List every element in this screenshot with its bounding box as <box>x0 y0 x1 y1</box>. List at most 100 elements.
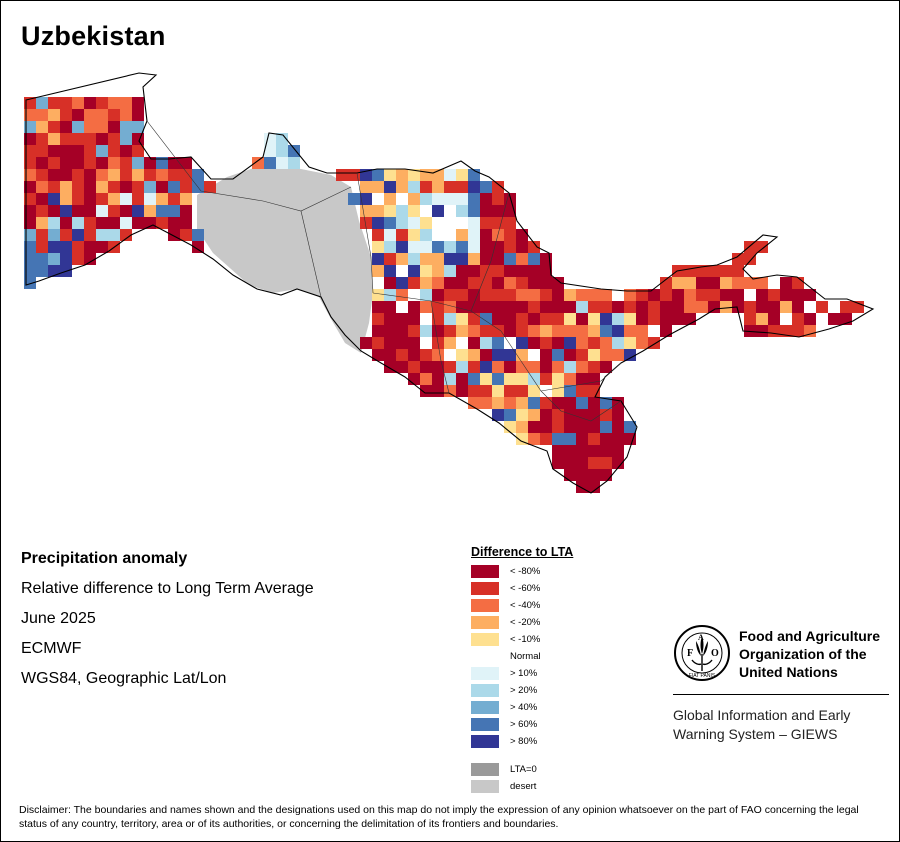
anomaly-cell <box>648 289 660 301</box>
anomaly-cell <box>768 313 780 325</box>
anomaly-cell <box>60 253 72 265</box>
anomaly-cell <box>36 97 48 109</box>
anomaly-cell <box>660 325 672 337</box>
anomaly-cell <box>576 397 588 409</box>
anomaly-cell <box>168 205 180 217</box>
anomaly-cell <box>24 253 36 265</box>
anomaly-cell <box>444 361 456 373</box>
anomaly-cell <box>792 325 804 337</box>
legend-class-swatch <box>471 582 499 595</box>
anomaly-cell <box>444 193 456 205</box>
anomaly-cell <box>48 157 60 169</box>
anomaly-cell <box>444 289 456 301</box>
legend-class-row: < -10% <box>471 632 573 649</box>
anomaly-cell <box>504 313 516 325</box>
anomaly-cell <box>600 337 612 349</box>
anomaly-cell <box>96 205 108 217</box>
anomaly-cell <box>432 253 444 265</box>
anomaly-cell <box>588 325 600 337</box>
anomaly-cell <box>432 349 444 361</box>
anomaly-cell <box>564 301 576 313</box>
anomaly-cell <box>96 157 108 169</box>
anomaly-cell <box>444 301 456 313</box>
anomaly-cell <box>36 181 48 193</box>
anomaly-cell <box>480 337 492 349</box>
anomaly-cell <box>84 205 96 217</box>
anomaly-cell <box>432 385 444 397</box>
anomaly-cell <box>600 397 612 409</box>
anomaly-cell <box>396 181 408 193</box>
anomaly-cell <box>96 181 108 193</box>
anomaly-cell <box>72 109 84 121</box>
anomaly-cell <box>576 433 588 445</box>
anomaly-cell <box>36 253 48 265</box>
anomaly-cell <box>516 349 528 361</box>
anomaly-cell <box>408 181 420 193</box>
anomaly-cell <box>576 325 588 337</box>
legend-class-label: < -80% <box>510 566 541 577</box>
anomaly-cell <box>492 193 504 205</box>
anomaly-cell <box>468 241 480 253</box>
anomaly-cell <box>480 313 492 325</box>
anomaly-cell <box>372 241 384 253</box>
anomaly-cell <box>396 325 408 337</box>
legend-class-row: Normal <box>471 649 573 666</box>
anomaly-cell <box>444 253 456 265</box>
anomaly-cell <box>120 181 132 193</box>
anomaly-cell <box>168 217 180 229</box>
anomaly-cell <box>624 289 636 301</box>
anomaly-cell <box>372 313 384 325</box>
anomaly-cell <box>552 409 564 421</box>
anomaly-cell <box>384 253 396 265</box>
anomaly-cell <box>36 121 48 133</box>
legend-class-label: < -10% <box>510 634 541 645</box>
anomaly-cell <box>612 433 624 445</box>
anomaly-cell <box>564 313 576 325</box>
map-source: ECMWF <box>21 640 82 657</box>
map-projection: WGS84, Geographic Lat/Lon <box>21 670 227 687</box>
anomaly-cell <box>144 217 156 229</box>
anomaly-cell <box>408 373 420 385</box>
anomaly-cell <box>528 337 540 349</box>
anomaly-cell <box>276 145 288 157</box>
anomaly-cell <box>528 301 540 313</box>
anomaly-cell <box>72 205 84 217</box>
anomaly-cell <box>708 289 720 301</box>
anomaly-cell <box>528 397 540 409</box>
province-boundary <box>356 172 374 294</box>
anomaly-cell <box>468 217 480 229</box>
anomaly-cell <box>732 289 744 301</box>
anomaly-cell <box>492 349 504 361</box>
anomaly-cell <box>72 217 84 229</box>
legend-class-row: < -60% <box>471 581 573 598</box>
anomaly-cell <box>384 229 396 241</box>
anomaly-cell <box>708 301 720 313</box>
anomaly-cell <box>72 121 84 133</box>
anomaly-cell <box>564 385 576 397</box>
anomaly-cell <box>588 445 600 457</box>
anomaly-cell <box>528 361 540 373</box>
anomaly-cell <box>96 97 108 109</box>
anomaly-cell <box>48 169 60 181</box>
anomaly-cell <box>108 133 120 145</box>
map-subtitle: Relative difference to Long Term Average <box>21 580 314 597</box>
anomaly-cell <box>624 349 636 361</box>
legend-class-swatch <box>471 565 499 578</box>
anomaly-cell <box>540 301 552 313</box>
anomaly-cell <box>528 289 540 301</box>
anomaly-cell <box>696 289 708 301</box>
anomaly-cell <box>84 109 96 121</box>
anomaly-cell <box>420 193 432 205</box>
anomaly-cell <box>480 361 492 373</box>
anomaly-cell <box>384 301 396 313</box>
anomaly-cell <box>24 265 36 277</box>
anomaly-cell <box>36 193 48 205</box>
anomaly-cell <box>552 373 564 385</box>
anomaly-cell <box>444 337 456 349</box>
anomaly-cell <box>384 289 396 301</box>
anomaly-cell <box>384 217 396 229</box>
anomaly-cell <box>732 301 744 313</box>
anomaly-cell <box>756 289 768 301</box>
anomaly-cell <box>24 109 36 121</box>
anomaly-cell <box>420 181 432 193</box>
